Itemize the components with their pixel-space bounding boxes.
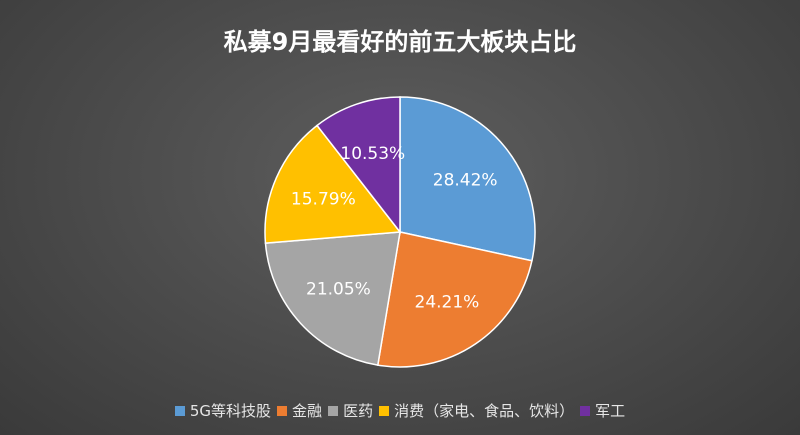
legend-label: 金融 (292, 402, 323, 420)
legend-item: 医药 (328, 400, 373, 421)
legend-item: 金融 (277, 400, 322, 421)
pie-slice (376, 231, 533, 368)
legend-item: 5G等科技股 (174, 400, 272, 421)
legend-swatch (328, 405, 339, 416)
pie-slice (399, 96, 536, 262)
pie-data-label: 24.21% (415, 292, 480, 312)
legend-label: 消费（家电、食品、饮料） (394, 402, 575, 420)
legend-label: 军工 (595, 402, 626, 420)
legend-label: 5G等科技股 (189, 402, 272, 420)
legend-item: 军工 (580, 400, 625, 421)
pie-data-label: 21.05% (306, 280, 371, 300)
chart-title: 私募9月最看好的前五大板块占比 (223, 28, 577, 56)
legend-swatch (174, 405, 185, 416)
pie-data-labels: 28.42% 24.21% 21.05% 15.79% 10.53% (291, 144, 498, 312)
pie-slice (316, 96, 401, 235)
pie-slice (264, 231, 401, 367)
pie-data-label: 10.53% (340, 144, 405, 164)
legend-swatch (277, 405, 288, 416)
legend-swatch (580, 405, 591, 416)
legend-item: 消费（家电、食品、饮料） (379, 400, 574, 421)
legend-swatch (379, 405, 390, 416)
pie-slice (264, 124, 402, 244)
chart-legend: 5G等科技股 金融 医药 消费（家电、食品、饮料） 军工 (0, 400, 800, 421)
legend-label: 医药 (343, 402, 374, 420)
pie-slices (264, 96, 536, 368)
pie-data-label: 28.42% (433, 171, 498, 191)
pie-data-label: 15.79% (291, 189, 356, 209)
